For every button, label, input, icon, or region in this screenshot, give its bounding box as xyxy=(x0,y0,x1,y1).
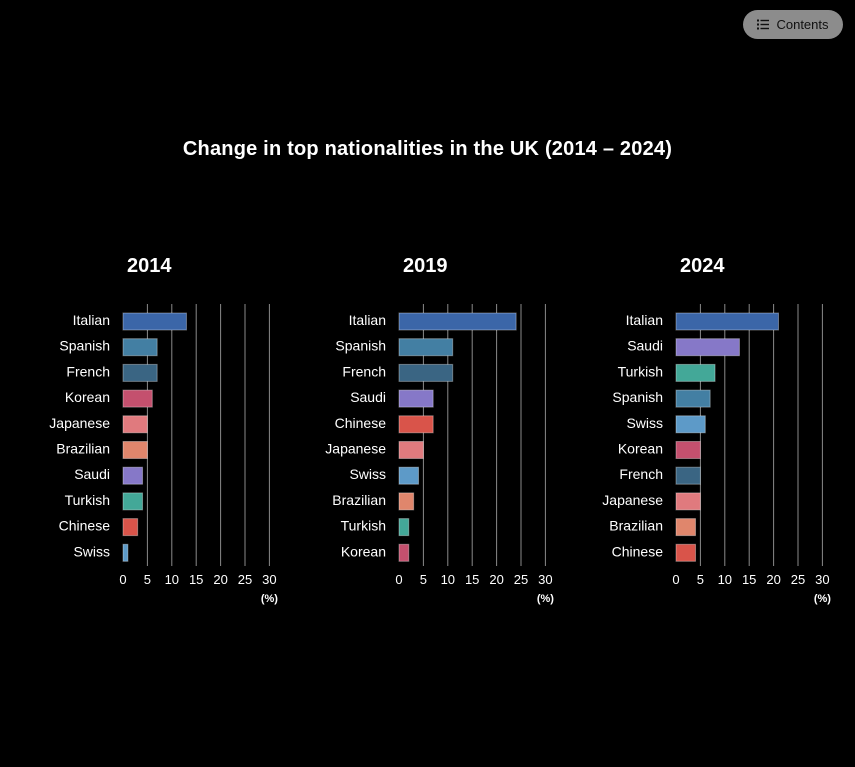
bar-japanese xyxy=(398,441,424,459)
bar-turkish xyxy=(122,492,144,511)
category-label: Brazilian xyxy=(332,492,386,508)
bar-french xyxy=(398,363,454,382)
tick-label: 30 xyxy=(815,572,829,587)
bar-saudi xyxy=(398,389,434,408)
bar-spanish xyxy=(122,338,158,357)
category-label: Spanish xyxy=(59,338,110,354)
tick-label: 30 xyxy=(538,572,552,587)
bar-brazilian xyxy=(675,518,697,537)
unit-label: (%) xyxy=(814,593,831,605)
category-label: Turkish xyxy=(341,518,386,534)
chart-panel-2019: 2019 Italian Spanish French Saudi Chinese Japa… xyxy=(325,255,554,605)
category-label: French xyxy=(66,363,110,379)
bar-swiss xyxy=(675,415,706,434)
bar-korean xyxy=(122,389,153,408)
category-label: Brazilian xyxy=(56,441,110,457)
bar-swiss xyxy=(398,466,420,485)
tick-label: 20 xyxy=(213,572,227,587)
tick-label: 30 xyxy=(262,572,276,587)
tick-label: 0 xyxy=(672,572,679,587)
bar-japanese xyxy=(122,415,148,434)
page-title: Change in top nationalities in the UK (2… xyxy=(182,138,673,160)
tick-label: 0 xyxy=(119,572,126,587)
tick-label: 5 xyxy=(697,572,704,587)
unit-label: (%) xyxy=(261,593,278,605)
bar-italian xyxy=(122,312,187,331)
category-label: Turkish xyxy=(65,492,110,508)
tick-label: 25 xyxy=(791,572,805,587)
category-label: Spanish xyxy=(335,338,386,354)
category-label: Korean xyxy=(618,441,663,457)
bar-italian xyxy=(398,312,517,331)
category-label: Japanese xyxy=(325,441,386,457)
bar-spanish xyxy=(398,338,454,357)
bar-french xyxy=(675,466,701,485)
category-label: Swiss xyxy=(626,415,663,431)
category-label: Swiss xyxy=(349,466,386,482)
category-label: Swiss xyxy=(73,543,110,559)
category-label: Saudi xyxy=(627,338,663,354)
bar-chinese xyxy=(122,518,139,537)
tick-label: 25 xyxy=(514,572,528,587)
category-label: Saudi xyxy=(74,466,110,482)
bar-italian xyxy=(675,312,779,331)
unit-label: (%) xyxy=(537,593,554,605)
bar-korean xyxy=(398,543,410,562)
bar-japanese xyxy=(675,492,701,511)
chart-title: 2014 xyxy=(127,255,172,277)
bar-swiss xyxy=(122,543,129,562)
tick-label: 10 xyxy=(441,572,455,587)
category-label: Chinese xyxy=(612,543,664,559)
bar-brazilian xyxy=(398,492,415,511)
category-label: Korean xyxy=(65,389,110,405)
tick-label: 15 xyxy=(189,572,203,587)
contents-button[interactable]: Contents xyxy=(743,10,843,39)
chart-panel-2024: 2024 Italian Saudi Turkish Spanish Swiss Korea… xyxy=(602,255,831,605)
category-label: Chinese xyxy=(59,518,111,534)
tick-label: 10 xyxy=(165,572,179,587)
list-icon xyxy=(757,19,770,30)
bar-turkish xyxy=(398,518,410,537)
category-label: Brazilian xyxy=(609,518,663,534)
category-label: Chinese xyxy=(335,415,387,431)
tick-label: 20 xyxy=(489,572,503,587)
tick-label: 0 xyxy=(395,572,402,587)
bar-saudi xyxy=(122,466,144,485)
bar-turkish xyxy=(675,363,716,382)
tick-label: 25 xyxy=(238,572,252,587)
category-label: Italian xyxy=(349,312,386,328)
category-label: Korean xyxy=(341,543,386,559)
bar-spanish xyxy=(675,389,711,408)
tick-label: 15 xyxy=(465,572,479,587)
chart-panel-2014: 2014 Italian Spanish French Korean Japanese Br… xyxy=(49,255,278,605)
tick-label: 20 xyxy=(766,572,780,587)
contents-label: Contents xyxy=(776,17,829,32)
category-label: Spanish xyxy=(612,389,663,405)
category-label: Italian xyxy=(626,312,663,328)
bar-saudi xyxy=(675,338,740,357)
bar-french xyxy=(122,363,158,382)
category-label: Italian xyxy=(73,312,110,328)
chart-title: 2019 xyxy=(403,255,448,277)
tick-label: 5 xyxy=(144,572,151,587)
category-label: French xyxy=(619,466,663,482)
bar-chinese xyxy=(675,543,697,562)
category-label: Saudi xyxy=(350,389,386,405)
category-label: French xyxy=(342,363,386,379)
category-label: Japanese xyxy=(602,492,663,508)
tick-label: 5 xyxy=(420,572,427,587)
bar-brazilian xyxy=(122,441,148,459)
category-label: Japanese xyxy=(49,415,110,431)
category-label: Turkish xyxy=(618,363,663,379)
chart-title: 2024 xyxy=(680,255,725,277)
tick-label: 15 xyxy=(742,572,756,587)
bar-korean xyxy=(675,441,701,459)
bar-chinese xyxy=(398,415,434,434)
tick-label: 10 xyxy=(718,572,732,587)
